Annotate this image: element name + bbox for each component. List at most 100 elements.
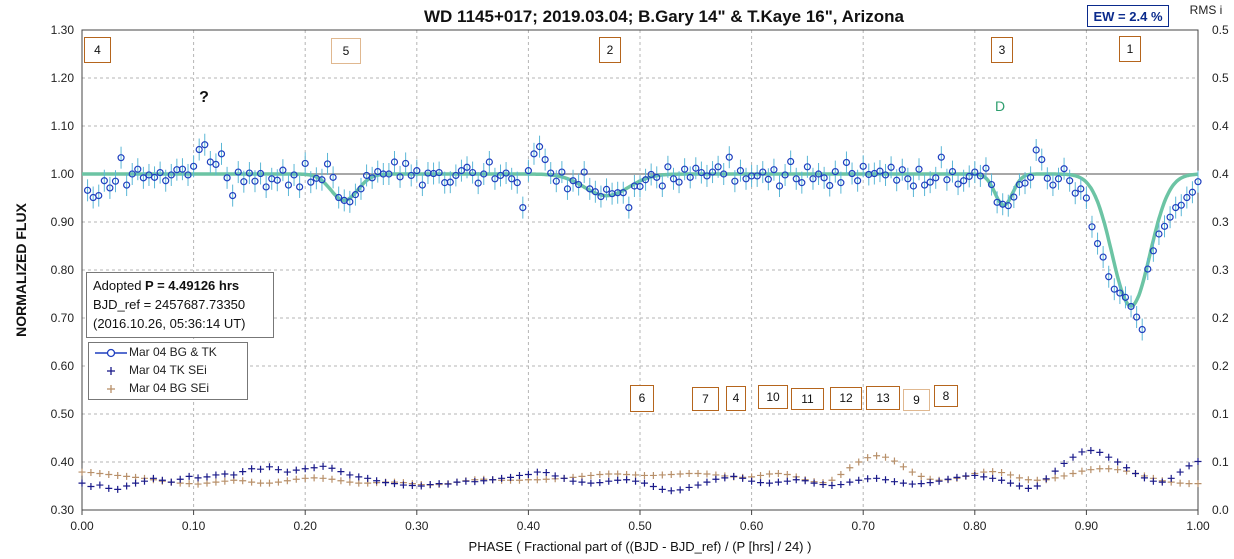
bg-sei-point bbox=[765, 470, 773, 478]
bg-sei-point bbox=[676, 470, 684, 478]
flux-point bbox=[1066, 177, 1074, 185]
flux-point bbox=[1127, 302, 1135, 311]
bg-sei-point bbox=[685, 470, 693, 478]
flux-point bbox=[876, 167, 884, 175]
tk-sei-point bbox=[587, 479, 595, 487]
flux-point bbox=[742, 175, 750, 183]
tk-sei-point bbox=[239, 468, 247, 476]
tk-sei-point bbox=[1051, 467, 1059, 475]
tk-sei-point bbox=[167, 478, 175, 486]
dip-box-1: 1 bbox=[1119, 36, 1141, 62]
tk-sei-point bbox=[1176, 468, 1184, 476]
flux-point bbox=[619, 189, 627, 197]
bg-sei-point bbox=[194, 480, 202, 488]
flux-series-layer bbox=[83, 133, 1202, 341]
flux-point bbox=[1026, 173, 1035, 181]
flux-point bbox=[809, 175, 817, 183]
tk-sei-point bbox=[1140, 474, 1148, 482]
flux-point bbox=[569, 177, 577, 185]
flux-point bbox=[820, 174, 828, 182]
flux-point bbox=[435, 168, 443, 177]
tk-sei-point bbox=[908, 480, 916, 488]
flux-point bbox=[502, 169, 510, 177]
flux-point bbox=[457, 167, 466, 175]
flux-point bbox=[106, 184, 114, 192]
x-tick-label: 0.50 bbox=[628, 519, 652, 533]
flux-point bbox=[301, 159, 309, 168]
y-tick-label: 0.80 bbox=[51, 263, 75, 277]
bg-sei-point bbox=[703, 470, 711, 478]
tk-sei-point bbox=[1015, 482, 1023, 490]
flux-point bbox=[407, 171, 415, 180]
flux-point bbox=[954, 180, 962, 188]
tk-sei-point bbox=[382, 479, 390, 487]
x-tick-label: 1.00 bbox=[1186, 519, 1210, 533]
flux-point bbox=[256, 169, 265, 178]
bg-sei-point bbox=[855, 458, 863, 466]
dip-box-8: 8 bbox=[934, 385, 958, 407]
y2-axis-title: RMS i bbox=[1190, 3, 1223, 17]
flux-point bbox=[139, 174, 147, 182]
y-tick-label: 0.60 bbox=[51, 359, 75, 373]
chart-grid bbox=[82, 30, 1198, 510]
flux-point bbox=[1149, 247, 1157, 255]
flux-point bbox=[826, 181, 834, 190]
flux-point bbox=[575, 180, 583, 189]
period-info-box: Adopted P = 4.49126 hrs BJD_ref = 245768… bbox=[86, 272, 274, 338]
flux-point bbox=[731, 177, 739, 185]
bg-sei-point bbox=[605, 470, 613, 478]
tk-sei-point bbox=[1087, 446, 1095, 454]
flux-point bbox=[854, 177, 862, 185]
bg-sei-point bbox=[1105, 465, 1113, 473]
tk-sei-point bbox=[373, 477, 381, 485]
flux-point bbox=[697, 168, 705, 177]
flux-point bbox=[245, 169, 253, 177]
flux-point bbox=[190, 162, 198, 170]
flux-point bbox=[753, 172, 761, 180]
tk-sei-point bbox=[471, 478, 479, 486]
flux-point bbox=[725, 153, 733, 161]
dip-d-label: D bbox=[995, 98, 1005, 114]
tk-sei-point bbox=[1114, 458, 1122, 466]
bg-sei-point bbox=[587, 471, 595, 479]
flux-point bbox=[764, 175, 772, 183]
tk-sei-point bbox=[694, 481, 702, 489]
tk-sei-point bbox=[176, 475, 184, 483]
tk-sei-point bbox=[462, 477, 470, 485]
bg-sei-point bbox=[1185, 480, 1193, 488]
flux-point bbox=[1093, 240, 1102, 248]
tk-sei-point bbox=[1194, 458, 1202, 466]
x-tick-label: 0.80 bbox=[963, 519, 987, 533]
bg-sei-point bbox=[301, 474, 309, 482]
tk-sei-point bbox=[926, 479, 934, 487]
flux-point bbox=[1049, 181, 1057, 189]
flux-point bbox=[552, 177, 560, 185]
tk-sei-point bbox=[346, 471, 354, 479]
flux-point bbox=[1160, 222, 1169, 230]
flux-point bbox=[976, 172, 984, 180]
flux-point bbox=[708, 168, 717, 176]
flux-point bbox=[781, 171, 789, 179]
flux-point bbox=[156, 168, 164, 177]
tk-sei-point bbox=[265, 463, 273, 471]
tk-sei-point bbox=[569, 477, 577, 485]
tk-sei-point bbox=[78, 479, 86, 487]
tk-sei-point bbox=[712, 475, 720, 483]
dip-box-12: 12 bbox=[830, 387, 862, 410]
tk-sei-point bbox=[873, 474, 881, 482]
flux-point bbox=[513, 179, 521, 187]
x-axis-title: PHASE ( Fractional part of ((BJD - BJD_r… bbox=[469, 539, 812, 554]
tk-sei-point bbox=[87, 482, 95, 490]
tk-sei-point bbox=[989, 474, 997, 482]
flux-point bbox=[1038, 156, 1046, 164]
tk-sei-point bbox=[819, 481, 827, 489]
tk-sei-point bbox=[944, 475, 952, 483]
flux-point bbox=[965, 172, 973, 180]
dip-box-7: 7 bbox=[692, 387, 719, 411]
flux-point bbox=[848, 169, 856, 178]
bg-sei-point bbox=[274, 478, 282, 486]
flux-point bbox=[279, 166, 287, 174]
x-tick-label: 0.40 bbox=[517, 519, 541, 533]
flux-point bbox=[396, 173, 404, 181]
